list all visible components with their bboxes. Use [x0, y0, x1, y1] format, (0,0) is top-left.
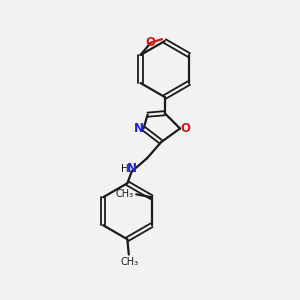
Text: N: N [134, 122, 143, 135]
Text: CH₃: CH₃ [116, 189, 134, 199]
Text: O: O [146, 36, 155, 49]
Text: H: H [122, 164, 129, 174]
Text: O: O [180, 122, 190, 135]
Text: CH₃: CH₃ [120, 256, 139, 267]
Text: N: N [127, 162, 137, 175]
